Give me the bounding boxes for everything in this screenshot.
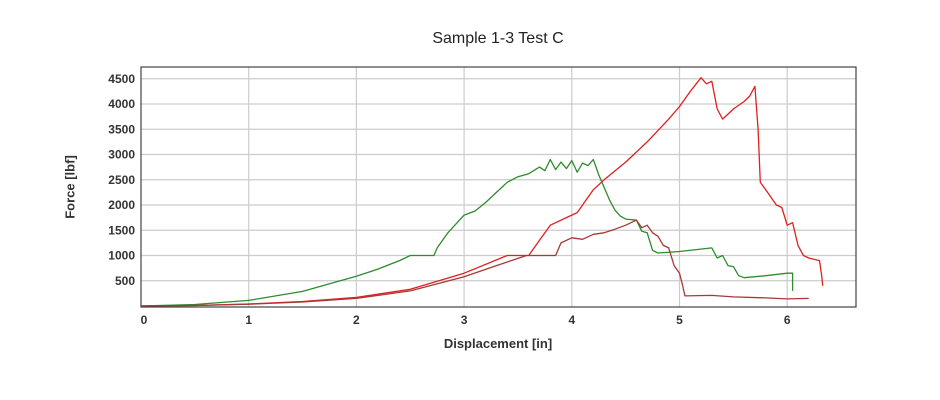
x-tick-label: 6 <box>784 313 791 327</box>
y-tick-labels: 500 1000 1500 2000 2500 3000 3500 4000 4500 <box>108 72 135 288</box>
y-tick-label: 4500 <box>108 72 135 86</box>
x-tick-label: 0 <box>141 313 148 327</box>
x-tick-label: 1 <box>245 313 252 327</box>
series-line-dark-red <box>140 219 809 307</box>
chart-title: Sample 1-3 Test C <box>432 30 564 47</box>
grid-lines <box>141 67 856 307</box>
y-tick-label: 2000 <box>108 198 135 212</box>
plot-frame <box>140 66 857 308</box>
y-tick-label: 1500 <box>108 223 135 237</box>
data-series <box>140 77 824 307</box>
y-tick-label: 4000 <box>108 97 135 111</box>
x-tick-label: 4 <box>568 313 575 327</box>
y-tick-label: 3000 <box>108 148 135 162</box>
x-tick-label: 3 <box>461 313 468 327</box>
series-line-green <box>140 158 794 307</box>
x-tick-labels: 0 1 2 3 4 5 6 <box>141 313 791 327</box>
series-line-red <box>140 77 824 307</box>
y-tick-label: 500 <box>115 274 135 288</box>
x-axis-label: Displacement [in] <box>443 336 553 351</box>
x-tick-label: 2 <box>353 313 360 327</box>
y-tick-label: 2500 <box>108 173 135 187</box>
y-tick-label: 3500 <box>108 122 135 136</box>
y-tick-label: 1000 <box>108 249 135 263</box>
x-tick-label: 5 <box>676 313 683 327</box>
